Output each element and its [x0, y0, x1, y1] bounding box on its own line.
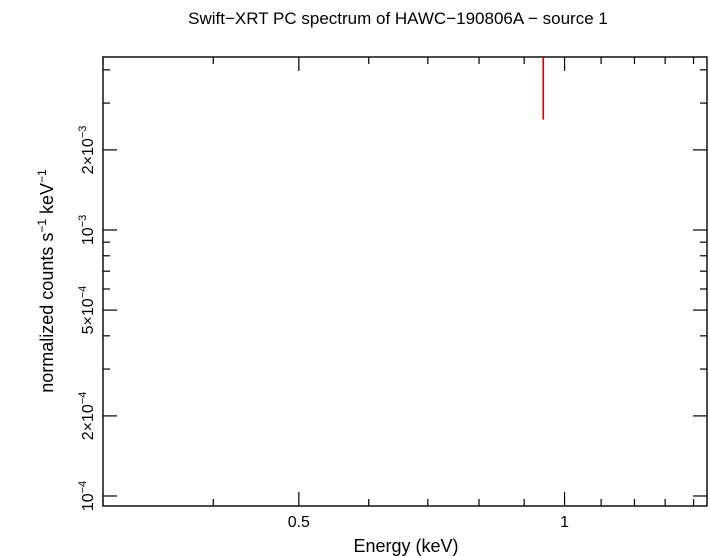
plot-axes — [102, 56, 708, 507]
y-tick-label-exp: −4 — [77, 286, 89, 299]
x-axis-label: Energy (keV) — [353, 536, 458, 556]
y-tick-label: 10−4 — [77, 481, 97, 511]
y-tick-label-base: 10 — [80, 227, 97, 245]
y-tick-label: 2×10−4 — [77, 392, 97, 441]
y-tick-label-exp: −4 — [77, 392, 89, 405]
y-axis-label: normalized counts s−1 keV−1 — [35, 169, 57, 393]
y-tick-label-exp: −3 — [77, 126, 89, 139]
tick-labels: 0.5 110−42×10−45×10−410−32×10−3 — [77, 126, 569, 531]
y-tick-label-exp: −4 — [77, 481, 89, 494]
y-tick-label-exp: −3 — [77, 215, 89, 228]
y-tick-label-base: 5×10 — [80, 298, 97, 334]
y-tick-label: 5×10−4 — [77, 286, 97, 335]
x-tick-label: 0.5 — [288, 514, 310, 531]
y-axis-label-base: normalized counts s — [37, 233, 57, 393]
y-axis-label-exp1: −1 — [35, 219, 49, 233]
y-tick-label: 2×10−3 — [77, 126, 97, 175]
y-axis-label-mid: keV — [37, 183, 57, 219]
x-tick-label: 1 — [560, 514, 569, 531]
chart-title: Swift−XRT PC spectrum of HAWC−190806A − … — [188, 9, 608, 28]
axis-ticks — [102, 57, 707, 506]
y-tick-label-base: 10 — [80, 493, 97, 511]
y-axis-label-exp2: −1 — [35, 169, 49, 183]
y-tick-label-base: 2×10 — [80, 404, 97, 440]
plot-frame — [102, 56, 708, 507]
y-tick-label: 10−3 — [77, 215, 97, 245]
y-tick-label-base: 2×10 — [80, 138, 97, 174]
